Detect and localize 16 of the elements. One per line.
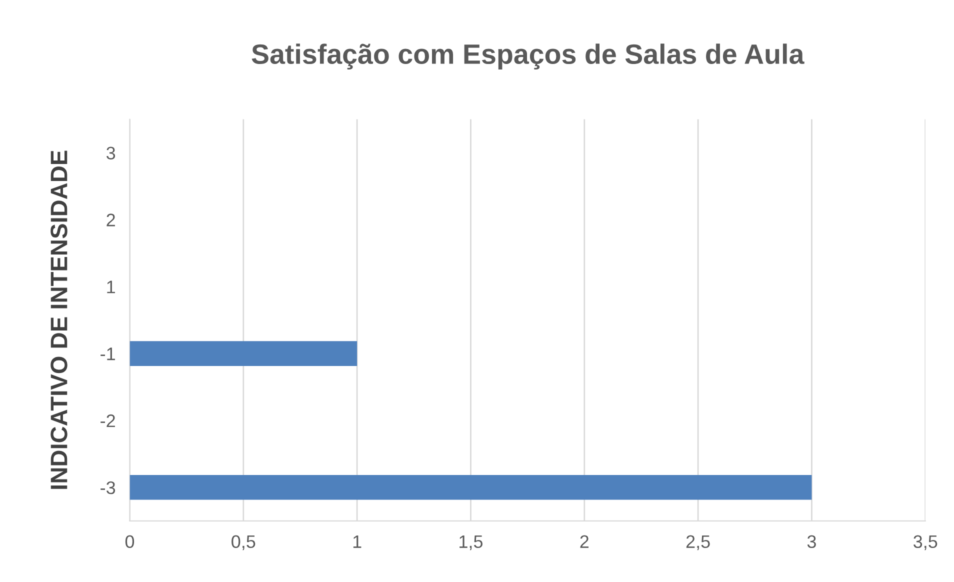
y-tick-label: 2 <box>106 214 115 226</box>
x-tick-label: 1,5 <box>460 535 483 550</box>
y-tick-label: -3 <box>100 481 116 494</box>
x-tick-label: 2,5 <box>686 535 710 550</box>
x-tick-label: 3,5 <box>914 535 938 550</box>
x-tick-label: 1 <box>353 535 362 548</box>
x-tick-label: 2 <box>580 535 589 548</box>
y-axis-title: INDICATIVO DE INTENSIDADE <box>50 150 68 489</box>
y-tick-label: 3 <box>106 146 116 160</box>
x-tick-label: 3 <box>807 535 816 548</box>
x-tick-label: 0,5 <box>232 535 256 550</box>
y-tick-label: -1 <box>100 348 115 360</box>
y-tick-label: 1 <box>107 280 115 294</box>
x-tick-label: 0 <box>125 535 134 548</box>
y-tick-label: -2 <box>100 414 115 428</box>
chart-title: Satisfação com Espaços de Salas de Aula <box>252 44 804 70</box>
